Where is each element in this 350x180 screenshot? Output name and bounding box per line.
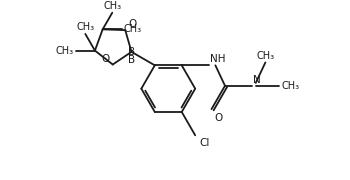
Text: CH₃: CH₃ <box>76 22 94 32</box>
Text: N: N <box>253 75 261 85</box>
Text: CH₃: CH₃ <box>282 81 300 91</box>
Text: Cl: Cl <box>199 138 209 148</box>
Text: B: B <box>128 55 135 65</box>
Text: O: O <box>102 53 110 64</box>
Text: O: O <box>215 113 223 123</box>
Text: CH₃: CH₃ <box>256 51 274 60</box>
Text: CH₃: CH₃ <box>124 24 142 34</box>
Text: CH₃: CH₃ <box>56 46 74 56</box>
Text: NH: NH <box>210 54 225 64</box>
Text: O: O <box>128 19 136 29</box>
Text: CH₃: CH₃ <box>103 1 121 11</box>
Text: B: B <box>128 47 135 57</box>
